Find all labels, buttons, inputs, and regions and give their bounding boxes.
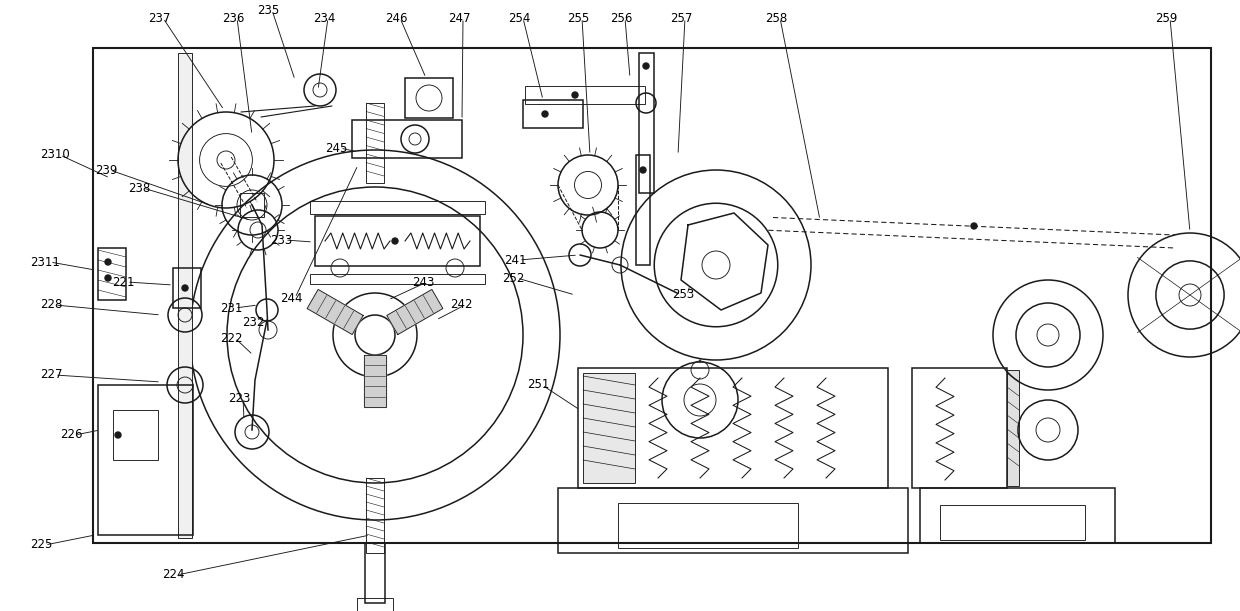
Bar xyxy=(98,248,126,300)
Bar xyxy=(310,201,485,214)
Bar xyxy=(315,216,480,266)
Bar xyxy=(583,373,635,483)
Bar xyxy=(310,274,485,284)
Text: 251: 251 xyxy=(527,378,549,392)
Text: 256: 256 xyxy=(610,12,632,24)
Bar xyxy=(523,100,583,128)
Text: 241: 241 xyxy=(503,254,527,266)
Circle shape xyxy=(105,275,112,281)
Text: 258: 258 xyxy=(765,12,787,24)
Text: 222: 222 xyxy=(219,332,243,345)
Polygon shape xyxy=(308,290,363,335)
Text: 226: 226 xyxy=(60,428,83,442)
Bar xyxy=(578,368,888,488)
Bar xyxy=(113,410,157,460)
Text: 232: 232 xyxy=(242,315,264,329)
Text: 242: 242 xyxy=(450,299,472,312)
Text: 238: 238 xyxy=(128,181,150,194)
Text: 239: 239 xyxy=(95,164,118,177)
Text: 221: 221 xyxy=(112,276,134,288)
Text: 227: 227 xyxy=(40,368,62,381)
Text: 245: 245 xyxy=(325,142,347,155)
Bar xyxy=(357,598,393,611)
Bar xyxy=(639,53,653,193)
Text: 252: 252 xyxy=(502,271,525,285)
Circle shape xyxy=(182,285,188,291)
Bar xyxy=(366,478,384,553)
Polygon shape xyxy=(365,355,386,407)
Bar xyxy=(636,155,650,265)
Text: 259: 259 xyxy=(1154,12,1177,24)
Text: 255: 255 xyxy=(567,12,589,24)
Text: 237: 237 xyxy=(148,12,170,24)
Text: 253: 253 xyxy=(672,288,694,301)
Bar xyxy=(179,53,192,538)
Text: 257: 257 xyxy=(670,12,692,24)
Bar xyxy=(911,368,1007,488)
Bar xyxy=(93,48,1211,543)
Text: 231: 231 xyxy=(219,301,242,315)
Circle shape xyxy=(105,259,112,265)
Text: 236: 236 xyxy=(222,12,244,24)
Bar xyxy=(558,488,908,553)
Text: 233: 233 xyxy=(270,233,293,246)
Bar xyxy=(920,488,1115,543)
Polygon shape xyxy=(387,290,443,335)
Text: 224: 224 xyxy=(162,568,185,582)
Bar xyxy=(98,385,193,535)
Circle shape xyxy=(392,238,398,244)
Text: 234: 234 xyxy=(312,12,335,24)
Text: 235: 235 xyxy=(257,4,279,16)
Bar xyxy=(366,103,384,183)
Bar xyxy=(618,503,799,548)
Circle shape xyxy=(971,223,977,229)
Bar xyxy=(174,268,201,308)
Circle shape xyxy=(644,63,649,69)
Text: 244: 244 xyxy=(280,291,303,304)
Circle shape xyxy=(115,432,122,438)
Bar xyxy=(241,193,264,217)
Bar xyxy=(940,505,1085,540)
Text: 2310: 2310 xyxy=(40,148,69,161)
Text: 228: 228 xyxy=(40,299,62,312)
Text: 2311: 2311 xyxy=(30,255,60,268)
Bar xyxy=(1007,370,1019,486)
Circle shape xyxy=(542,111,548,117)
Text: 246: 246 xyxy=(384,12,408,24)
Text: 254: 254 xyxy=(508,12,531,24)
Bar xyxy=(405,78,453,118)
Bar xyxy=(352,120,463,158)
Circle shape xyxy=(640,167,646,173)
Circle shape xyxy=(572,92,578,98)
Bar xyxy=(525,86,645,104)
Text: 223: 223 xyxy=(228,392,250,404)
Text: 225: 225 xyxy=(30,538,52,552)
Bar xyxy=(365,543,384,603)
Text: 243: 243 xyxy=(412,276,434,288)
Text: 247: 247 xyxy=(448,12,470,24)
